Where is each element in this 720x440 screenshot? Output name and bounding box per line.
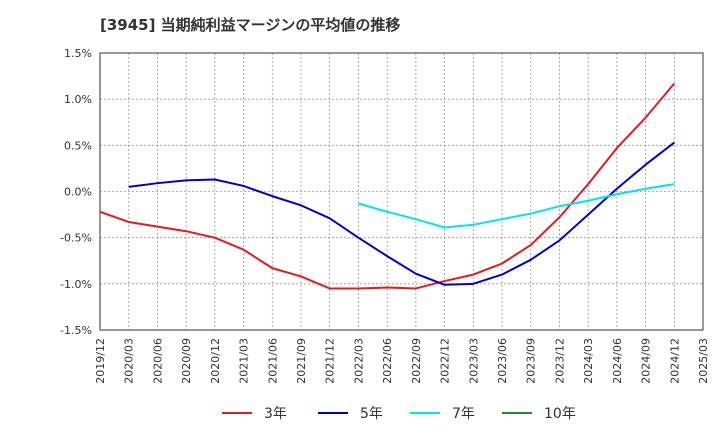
legend-label: 5年	[360, 406, 383, 422]
x-tick-label: 2019/12	[94, 338, 107, 384]
series-lines	[99, 82, 676, 290]
x-tick-label: 2023/06	[496, 338, 509, 384]
plot-frame	[99, 52, 704, 331]
x-tick-label: 2023/03	[467, 338, 480, 384]
legend-label: 10年	[544, 406, 576, 422]
series-line-0	[99, 82, 676, 290]
x-tick-label: 2025/03	[697, 338, 710, 384]
x-tick-label: 2020/12	[209, 338, 222, 384]
grid	[100, 53, 703, 330]
x-tick-label: 2020/09	[180, 338, 193, 384]
series-line-1	[128, 141, 675, 286]
legend-label: 3年	[264, 406, 287, 422]
y-tick-label: 1.0%	[64, 93, 92, 106]
x-tick-label: 2021/09	[295, 338, 308, 384]
y-axis: 1.5% 1.0% 0.5% 0.0% -0.5% -1.0% -1.5%	[60, 47, 92, 337]
y-tick-label: -1.0%	[60, 278, 92, 291]
x-tick-label: 2021/12	[324, 338, 337, 384]
x-tick-label: 2020/03	[123, 338, 136, 384]
x-tick-label: 2022/03	[352, 338, 365, 384]
series-line-2	[358, 183, 675, 229]
x-tick-label: 2020/06	[151, 338, 164, 384]
y-tick-label: 1.5%	[64, 47, 92, 60]
y-tick-label: 0.0%	[64, 186, 92, 199]
x-tick-label: 2023/09	[525, 338, 538, 384]
chart-title: [3945] 当期純利益マージンの平均値の推移	[100, 16, 400, 34]
x-tick-label: 2022/12	[439, 338, 452, 384]
x-tick-label: 2022/09	[410, 338, 423, 384]
y-tick-label: 0.5%	[64, 139, 92, 152]
y-tick-label: -1.5%	[60, 324, 92, 337]
legend: 3年 5年 7年 10年	[222, 406, 576, 422]
legend-label: 7年	[452, 406, 475, 422]
x-tick-label: 2022/06	[381, 338, 394, 384]
x-tick-label: 2024/12	[668, 338, 681, 384]
x-axis: 2019/12 2020/03 2020/06 2020/09 2020/12 2021/…	[94, 338, 710, 384]
x-tick-label: 2021/03	[238, 338, 251, 384]
x-tick-label: 2024/06	[611, 338, 624, 384]
x-tick-label: 2023/12	[553, 338, 566, 384]
x-tick-label: 2021/06	[266, 338, 279, 384]
y-tick-label: -0.5%	[60, 232, 92, 245]
x-tick-label: 2024/03	[582, 338, 595, 384]
x-tick-label: 2024/09	[640, 338, 653, 384]
